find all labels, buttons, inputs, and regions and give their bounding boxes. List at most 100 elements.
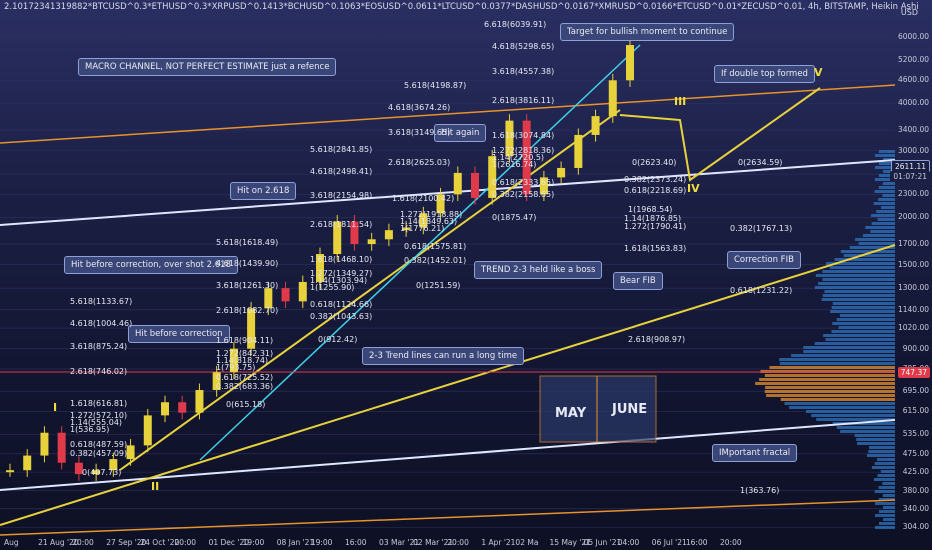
volume-profile-bar xyxy=(873,478,895,481)
x-tick-label: 1 Apr '21 xyxy=(481,538,516,547)
x-tick-label: 16:00 xyxy=(685,538,708,547)
volume-profile-bar xyxy=(878,498,895,501)
month-label-june: JUNE xyxy=(612,402,648,417)
x-tick-label: 05 Jun '21 xyxy=(583,538,622,547)
candle-body xyxy=(178,402,187,413)
x-tick-label: 19:00 xyxy=(242,538,265,547)
volume-profile-bar xyxy=(880,470,895,473)
candle-body xyxy=(247,308,256,349)
y-tick-label: 695.00 xyxy=(902,386,929,396)
volume-profile-bar xyxy=(869,446,895,449)
volume-profile-bar xyxy=(855,238,895,241)
fib-label: 1(1255.90) xyxy=(310,283,355,292)
volume-profile-bar xyxy=(878,186,895,189)
y-tick-label: 3000.00 xyxy=(897,145,929,155)
volume-profile-bar xyxy=(803,346,895,349)
volume-profile-bar xyxy=(863,234,895,237)
volume-profile-bar xyxy=(766,394,895,397)
note-hit-again: Hit again xyxy=(434,124,487,142)
volume-profile xyxy=(755,150,895,529)
fib-label: 4.618(5298.65) xyxy=(492,42,555,51)
fib-label: 1.14(1849.63) xyxy=(400,217,458,226)
volume-profile-bar xyxy=(818,282,895,285)
volume-profile-bar xyxy=(871,466,895,469)
volume-profile-bar xyxy=(759,378,895,381)
x-tick-label: 01 Dec '20 xyxy=(208,538,249,547)
volume-profile-bar xyxy=(836,426,895,429)
volume-profile-bar xyxy=(873,202,895,205)
volume-profile-bar xyxy=(822,294,895,297)
fib-label: 0(912.42) xyxy=(318,335,358,344)
volume-profile-bar xyxy=(814,342,895,345)
fib-label: 0(615.18) xyxy=(226,400,266,409)
x-tick-label: 16:00 xyxy=(344,538,367,547)
volume-profile-bar xyxy=(857,442,895,445)
fib-label: 4.618(3674.26) xyxy=(388,103,451,112)
note-correction-fib: Correction FIB xyxy=(727,251,801,269)
wave-label-4: IV xyxy=(687,182,700,195)
candle-body xyxy=(264,288,273,309)
chart-title: 2.10172341319882*BTCUSD^0.3*ETHUSD^0.3*X… xyxy=(4,2,919,12)
fib-label: 1.618(3074.84) xyxy=(492,131,555,140)
volume-profile-bar xyxy=(878,174,895,177)
fib-label: 3.618(3149.65) xyxy=(388,128,451,137)
candle-body xyxy=(557,167,566,178)
candle-body xyxy=(161,402,169,416)
candle-body xyxy=(143,415,152,446)
x-tick-label: 20:00 xyxy=(720,538,742,547)
fib-label: 1.14(818.74) xyxy=(216,356,269,365)
volume-profile-bar xyxy=(856,438,895,441)
wave-label-3: III xyxy=(674,95,687,108)
may-june-box xyxy=(539,375,657,443)
fib-label: 1.272(572.10) xyxy=(70,411,128,420)
y-tick-label: 380.00 xyxy=(902,485,929,495)
candle-body xyxy=(6,470,14,473)
fib-label: 1.618(2100.42) xyxy=(392,194,455,203)
y-tick-label: 4600.00 xyxy=(897,75,929,85)
volume-profile-bar xyxy=(822,278,895,281)
x-tick-label: 08 Jan '21 xyxy=(276,538,315,547)
fib-label: 1.618(616.81) xyxy=(70,399,128,408)
fib-label: 6.618(6039.91) xyxy=(484,20,547,29)
fib-label: 0.618(1231.22) xyxy=(730,286,793,295)
volume-profile-bar xyxy=(814,286,895,289)
x-tick-label: 06 Jul '21 xyxy=(651,538,687,547)
fib-label: 3.618(875.24) xyxy=(70,342,128,351)
fib-label: 2.618(1811.54) xyxy=(310,220,373,229)
fib-label: 5.618(1618.49) xyxy=(216,238,279,247)
fib-label: 2.618(1082.70) xyxy=(216,306,279,315)
yellow-trend-long xyxy=(0,244,896,526)
volume-profile-bar xyxy=(832,322,895,325)
fib-label: 0.382(1043.63) xyxy=(310,312,373,321)
volume-profile-bar xyxy=(870,230,895,233)
volume-profile-bar xyxy=(822,270,895,273)
volume-profile-bar xyxy=(849,246,895,249)
wave-label-5: V xyxy=(814,66,823,79)
volume-profile-bar xyxy=(789,406,895,409)
fib-label: 0.382(457.09) xyxy=(70,449,128,458)
y-tick-label: 1500.00 xyxy=(897,259,929,269)
volume-profile-bar xyxy=(878,510,895,513)
volume-profile-bar xyxy=(779,358,895,361)
wave-label-1: I xyxy=(53,401,58,414)
note-macro-channel: MACRO CHANNEL, NOT PERFECT ESTIMATE just… xyxy=(78,58,337,76)
volume-profile-bar xyxy=(836,318,895,321)
fib-label: 3.618(2154.98) xyxy=(310,191,373,200)
volume-profile-bar xyxy=(878,522,895,525)
fib-label: 2.618(3816.11) xyxy=(492,96,555,105)
volume-profile-bar xyxy=(829,266,895,269)
volume-profile-bar xyxy=(830,310,895,313)
volume-profile-bar xyxy=(871,222,895,225)
volume-profile-bar xyxy=(874,190,895,193)
cyan-trend xyxy=(199,44,641,461)
volume-profile-bar xyxy=(866,454,895,457)
fib-label: 1(363.76) xyxy=(740,486,780,495)
fib-label: 1(2616.74) xyxy=(492,160,537,169)
fib-label: 1.618(1563.83) xyxy=(624,244,687,253)
macro-channel-lower xyxy=(0,499,896,536)
volume-profile-bar xyxy=(780,398,895,401)
x-tick-label: 02 Ma xyxy=(515,538,539,547)
volume-profile-bar xyxy=(832,302,895,305)
